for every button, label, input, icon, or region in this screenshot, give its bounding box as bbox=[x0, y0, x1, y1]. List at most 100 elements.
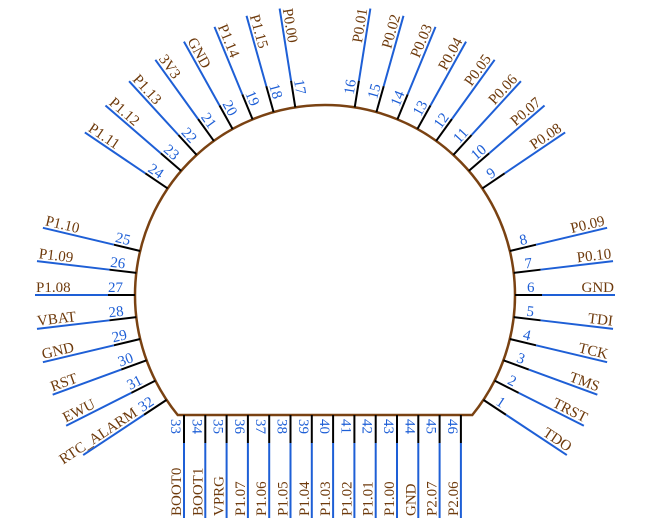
pin-line bbox=[213, 26, 244, 95]
pin-11: 11 P0.06 bbox=[450, 71, 522, 156]
pin-number: 44 bbox=[401, 419, 417, 435]
pin-label: P1.01 bbox=[361, 481, 377, 516]
pin-41: 41 P1.02 bbox=[337, 415, 356, 518]
pin-line bbox=[505, 413, 568, 456]
pin-label: TCK bbox=[577, 340, 610, 363]
component-body bbox=[133, 103, 517, 417]
pin-number: 12 bbox=[431, 110, 453, 132]
pin-group: 1 TDO 2 TRST 3 TMS 4 TCK 5 TDI 6 GND 7 P0.10 8 P0.09 9 P0… bbox=[35, 7, 615, 518]
pin-line bbox=[504, 131, 566, 175]
pin-stub bbox=[503, 359, 530, 371]
pin-label: P0.05 bbox=[462, 52, 495, 89]
pin-number: 27 bbox=[108, 280, 124, 296]
pin-stub bbox=[143, 399, 168, 416]
pin-number: 2 bbox=[505, 373, 519, 391]
pin-number: 22 bbox=[178, 125, 200, 147]
pin-42: 42 P1.01 bbox=[359, 415, 377, 518]
pin-label: GND bbox=[40, 340, 75, 363]
pin-label: P1.07 bbox=[233, 481, 249, 516]
pin-line bbox=[65, 391, 132, 427]
pin-38: 38 P1.05 bbox=[274, 415, 292, 518]
pin-number: 46 bbox=[444, 419, 460, 435]
pin-line bbox=[245, 15, 268, 87]
pin-label: P0.01 bbox=[350, 7, 371, 44]
pin-stub bbox=[468, 152, 490, 172]
pin-6: 6 GND bbox=[515, 280, 615, 296]
pin-number: 34 bbox=[188, 419, 204, 435]
pin-stub bbox=[509, 243, 537, 252]
pin-30: 30 RST bbox=[48, 350, 147, 396]
pin-line bbox=[42, 226, 115, 246]
pin-line bbox=[535, 344, 608, 364]
pin-label: P0.07 bbox=[508, 94, 545, 129]
pin-label: GND bbox=[403, 483, 419, 516]
pin-13: 13 P0.04 bbox=[410, 35, 467, 130]
pin-number: 5 bbox=[526, 304, 535, 321]
pin-stub bbox=[130, 379, 156, 394]
pin-line bbox=[382, 15, 405, 87]
pin-number: 9 bbox=[484, 165, 499, 182]
pin-stub bbox=[290, 80, 297, 108]
pin-label: TDI bbox=[587, 311, 614, 330]
pin-stub bbox=[494, 379, 520, 394]
pin-stub bbox=[241, 93, 254, 120]
pin-line bbox=[154, 59, 199, 120]
pin-5: 5 TDI bbox=[513, 304, 614, 330]
pin-label: P1.11 bbox=[85, 121, 122, 153]
pin-34: 34 BOOT1 bbox=[188, 415, 207, 518]
pin-29: 29 GND bbox=[40, 327, 141, 364]
pin-line bbox=[528, 368, 598, 396]
pin-number: 21 bbox=[197, 110, 219, 132]
pin-label: P0.04 bbox=[436, 35, 467, 73]
pin-22: 22 P1.13 bbox=[128, 72, 200, 156]
pin-8: 8 P0.09 bbox=[509, 213, 608, 252]
pin-number: 17 bbox=[290, 78, 308, 96]
pin-17: 17 P0.00 bbox=[278, 7, 308, 108]
pin-43: 43 P1.00 bbox=[380, 415, 398, 518]
pin-label: TMS bbox=[567, 370, 601, 396]
pin-25: 25 P1.10 bbox=[42, 213, 141, 252]
pin-number: 15 bbox=[365, 82, 384, 101]
pin-label: GND bbox=[582, 280, 615, 296]
pin-label: P0.09 bbox=[569, 213, 606, 237]
pin-27: 27 P1.08 bbox=[35, 280, 135, 296]
pin-label: P1.03 bbox=[318, 481, 334, 516]
pin-number: 13 bbox=[410, 98, 431, 119]
pin-stub bbox=[353, 80, 360, 108]
pin-stub bbox=[109, 268, 137, 274]
pin-stub bbox=[109, 316, 137, 322]
pin-number: 11 bbox=[450, 125, 472, 146]
pin-line bbox=[540, 260, 614, 271]
pin-line bbox=[104, 104, 162, 154]
pin-23: 23 P1.12 bbox=[104, 95, 182, 172]
pin-label: P0.10 bbox=[576, 246, 612, 266]
pin-number: 36 bbox=[231, 419, 247, 435]
pin-24: 24 P1.11 bbox=[84, 121, 169, 190]
pin-label: P0.06 bbox=[486, 71, 522, 108]
pin-label: VPRG bbox=[212, 476, 228, 516]
pin-line bbox=[36, 319, 110, 330]
pin-number: 8 bbox=[518, 232, 529, 249]
pin-21: 21 3V3 bbox=[154, 52, 219, 142]
pin-stub bbox=[197, 118, 215, 142]
pin-line bbox=[42, 344, 115, 364]
pin-label: P2.07 bbox=[425, 481, 441, 516]
pin-line bbox=[451, 59, 496, 120]
pin-number: 23 bbox=[160, 142, 182, 164]
pin-stub bbox=[218, 104, 234, 130]
pin-number: 19 bbox=[241, 89, 262, 109]
pin-number: 14 bbox=[388, 88, 409, 108]
pin-number: 37 bbox=[252, 419, 268, 435]
pin-28: 28 VBAT bbox=[36, 304, 137, 330]
pin-number: 41 bbox=[337, 419, 353, 434]
pin-number: 24 bbox=[145, 161, 167, 183]
pin-number: 31 bbox=[125, 373, 146, 394]
pin-number: 32 bbox=[136, 394, 157, 416]
pin-number: 45 bbox=[423, 419, 439, 434]
pin-44: 44 GND bbox=[401, 415, 420, 518]
pin-line bbox=[84, 131, 146, 175]
pin-label: P1.02 bbox=[339, 481, 355, 516]
pin-number: 26 bbox=[109, 255, 126, 273]
pin-number: 6 bbox=[527, 280, 535, 296]
pin-label: P1.15 bbox=[246, 13, 271, 51]
